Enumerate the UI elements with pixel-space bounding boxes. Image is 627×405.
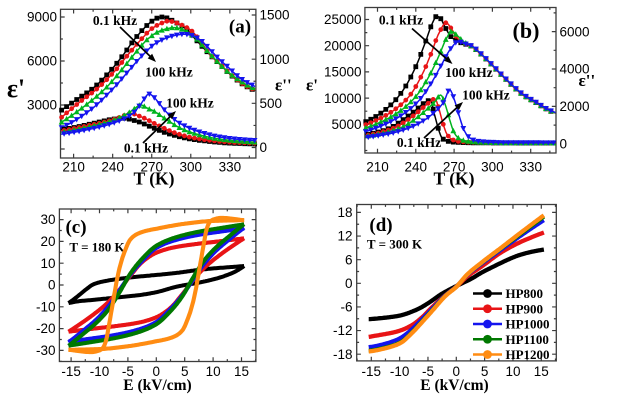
svg-text:25000: 25000 [324,12,362,27]
svg-text:0: 0 [260,140,268,155]
svg-text:0.1 kHz: 0.1 kHz [379,13,423,28]
svg-text:T = 300 K: T = 300 K [367,237,423,252]
svg-text:HP1200: HP1200 [506,347,550,362]
svg-text:15: 15 [534,364,549,379]
svg-text:240: 240 [101,160,124,175]
svg-text:10: 10 [206,364,221,379]
svg-text:100 kHz: 100 kHz [166,96,214,111]
svg-text:-30: -30 [36,343,56,358]
svg-text:500: 500 [260,96,283,111]
svg-text:ε'': ε'' [579,71,596,90]
svg-text:5: 5 [181,364,189,379]
svg-text:6000: 6000 [560,24,590,39]
svg-text:T (K): T (K) [134,169,175,189]
svg-text:9000: 9000 [27,10,57,25]
svg-text:3000: 3000 [27,98,57,113]
svg-text:-15: -15 [362,364,382,379]
svg-text:0.1 kHz: 0.1 kHz [93,13,137,28]
svg-text:270: 270 [443,160,466,175]
svg-text:(d): (d) [369,215,392,236]
svg-text:240: 240 [405,160,428,175]
svg-text:-10: -10 [390,364,410,379]
svg-text:T (K): T (K) [434,169,475,189]
svg-text:HP800: HP800 [506,286,544,301]
svg-text:10: 10 [40,256,55,271]
svg-text:0.1 kHz: 0.1 kHz [124,141,168,156]
svg-text:0: 0 [153,364,161,379]
svg-text:330: 330 [219,160,242,175]
svg-text:-10: -10 [36,299,56,314]
svg-text:(b): (b) [513,18,540,43]
svg-text:0: 0 [453,364,461,379]
svg-text:-12: -12 [333,323,353,338]
svg-text:330: 330 [519,160,542,175]
svg-text:HP1100: HP1100 [506,332,549,347]
svg-text:18: 18 [337,205,352,220]
svg-text:-18: -18 [333,347,353,362]
svg-text:T = 180 K: T = 180 K [69,240,125,255]
svg-text:-10: -10 [90,364,110,379]
svg-text:0.1 kHz: 0.1 kHz [397,135,441,150]
svg-text:15: 15 [234,364,249,379]
svg-text:-5: -5 [422,364,434,379]
svg-text:1500: 1500 [260,8,290,23]
svg-text:E (kV/cm): E (kV/cm) [123,377,191,394]
svg-text:210: 210 [366,160,389,175]
svg-text:1000: 1000 [260,52,290,67]
svg-text:0: 0 [48,278,56,293]
svg-text:0: 0 [345,276,353,291]
svg-text:4000: 4000 [560,62,590,77]
svg-text:HP1000: HP1000 [506,317,550,332]
svg-text:ε': ε' [7,74,25,103]
svg-text:300: 300 [180,160,203,175]
svg-text:HP900: HP900 [506,301,544,316]
svg-text:E (kV/cm): E (kV/cm) [420,377,488,394]
svg-text:300: 300 [481,160,504,175]
svg-text:100 kHz: 100 kHz [462,88,510,103]
svg-text:5000: 5000 [331,117,361,132]
svg-text:0: 0 [560,137,568,152]
svg-text:-20: -20 [36,321,56,336]
svg-text:210: 210 [62,160,85,175]
svg-text:10000: 10000 [324,91,362,106]
svg-text:30: 30 [40,212,55,227]
svg-text:-15: -15 [61,364,81,379]
svg-text:2000: 2000 [560,99,590,114]
svg-text:-5: -5 [122,364,134,379]
svg-text:5: 5 [481,364,489,379]
svg-text:12: 12 [337,229,352,244]
svg-text:ε'': ε'' [275,76,292,95]
svg-text:100 kHz: 100 kHz [445,65,493,80]
svg-text:10: 10 [505,364,520,379]
svg-text:15000: 15000 [324,65,362,80]
svg-text:-6: -6 [340,300,352,315]
svg-text:6000: 6000 [27,54,57,69]
svg-text:6: 6 [345,252,353,267]
svg-text:ε': ε' [306,76,318,95]
svg-text:270: 270 [140,160,163,175]
svg-text:20: 20 [40,234,55,249]
svg-text:(a): (a) [229,17,251,38]
svg-text:(c): (c) [65,217,86,238]
svg-text:20000: 20000 [324,38,362,53]
svg-text:100 kHz: 100 kHz [145,65,193,80]
